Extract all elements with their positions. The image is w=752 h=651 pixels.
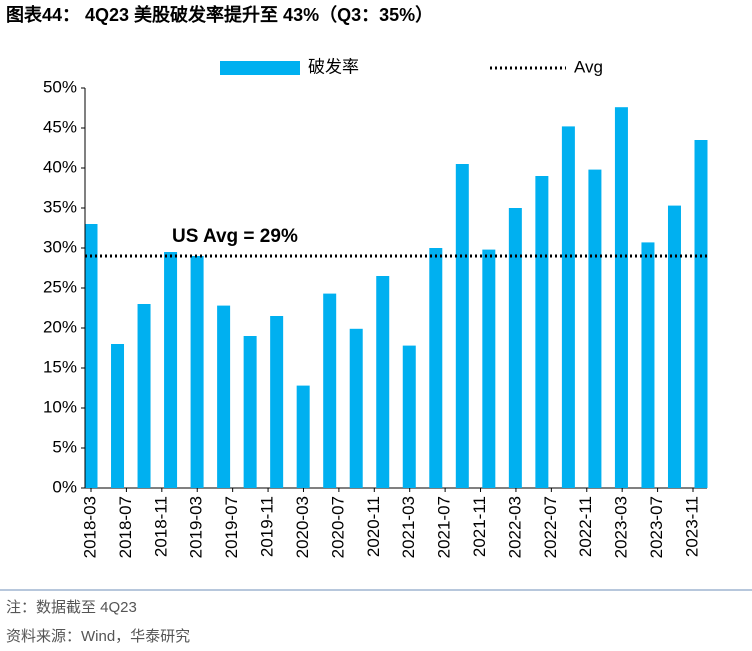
x-tick-label: 2022-11	[576, 496, 595, 557]
x-tick-label: 2022-03	[505, 496, 524, 558]
x-tick-label: 2019-11	[258, 496, 277, 557]
y-tick-label: 30%	[43, 237, 77, 256]
bar	[190, 256, 204, 488]
y-tick-label: 15%	[43, 357, 77, 376]
bar	[482, 249, 496, 488]
x-tick-label: 2020-03	[293, 496, 312, 558]
y-tick-label: 40%	[43, 157, 77, 176]
bar	[243, 336, 257, 488]
x-tick-label: 2020-11	[364, 496, 383, 557]
x-tick-label: 2019-03	[187, 496, 206, 558]
bar	[694, 140, 708, 488]
bar	[535, 176, 549, 488]
bar	[376, 276, 390, 488]
bar	[323, 293, 337, 488]
footer-source: 资料来源：Wind，华泰研究	[6, 628, 190, 645]
x-tick-label: 2020-07	[328, 496, 347, 558]
legend-label: Avg	[574, 57, 603, 76]
y-tick-label: 45%	[43, 117, 77, 136]
bar	[402, 345, 416, 488]
y-tick-label: 35%	[43, 197, 77, 216]
x-tick-label: 2019-07	[222, 496, 241, 558]
bar	[137, 304, 151, 488]
x-tick-label: 2021-03	[399, 496, 418, 558]
annotation: US Avg = 29%	[172, 226, 298, 247]
y-tick-label: 50%	[43, 77, 77, 96]
x-tick-label: 2023-11	[682, 496, 701, 557]
chart-title: 图表44： 4Q23 美股破发率提升至 43%（Q3：35%）	[6, 4, 433, 25]
bar	[217, 305, 231, 488]
bar	[588, 169, 602, 488]
bar	[614, 107, 628, 488]
y-tick-label: 25%	[43, 277, 77, 296]
bar	[349, 328, 363, 488]
bar	[429, 248, 443, 488]
x-tick-label: 2021-07	[435, 496, 454, 558]
y-tick-label: 20%	[43, 317, 77, 336]
legend-swatch	[220, 61, 300, 75]
bar	[561, 126, 575, 489]
x-tick-label: 2022-07	[541, 496, 560, 558]
bar	[164, 252, 178, 488]
legend-label: 破发率	[308, 57, 359, 76]
bar	[455, 164, 469, 488]
x-tick-label: 2021-11	[470, 496, 489, 557]
bar	[270, 316, 284, 488]
bar	[111, 344, 125, 488]
x-tick-label: 2023-03	[612, 496, 631, 558]
bar	[641, 242, 655, 488]
y-tick-label: 5%	[52, 437, 77, 456]
footer-note: 注：数据截至 4Q23	[6, 599, 137, 616]
y-tick-label: 10%	[43, 397, 77, 416]
y-tick-label: 0%	[52, 477, 77, 496]
bar	[508, 208, 522, 488]
x-tick-label: 2018-03	[80, 496, 99, 558]
bar	[667, 205, 681, 488]
x-tick-label: 2018-11	[151, 496, 170, 557]
x-tick-label: 2023-07	[647, 496, 666, 558]
bar	[296, 385, 310, 488]
bar	[85, 224, 98, 488]
x-tick-label: 2018-07	[116, 496, 135, 558]
